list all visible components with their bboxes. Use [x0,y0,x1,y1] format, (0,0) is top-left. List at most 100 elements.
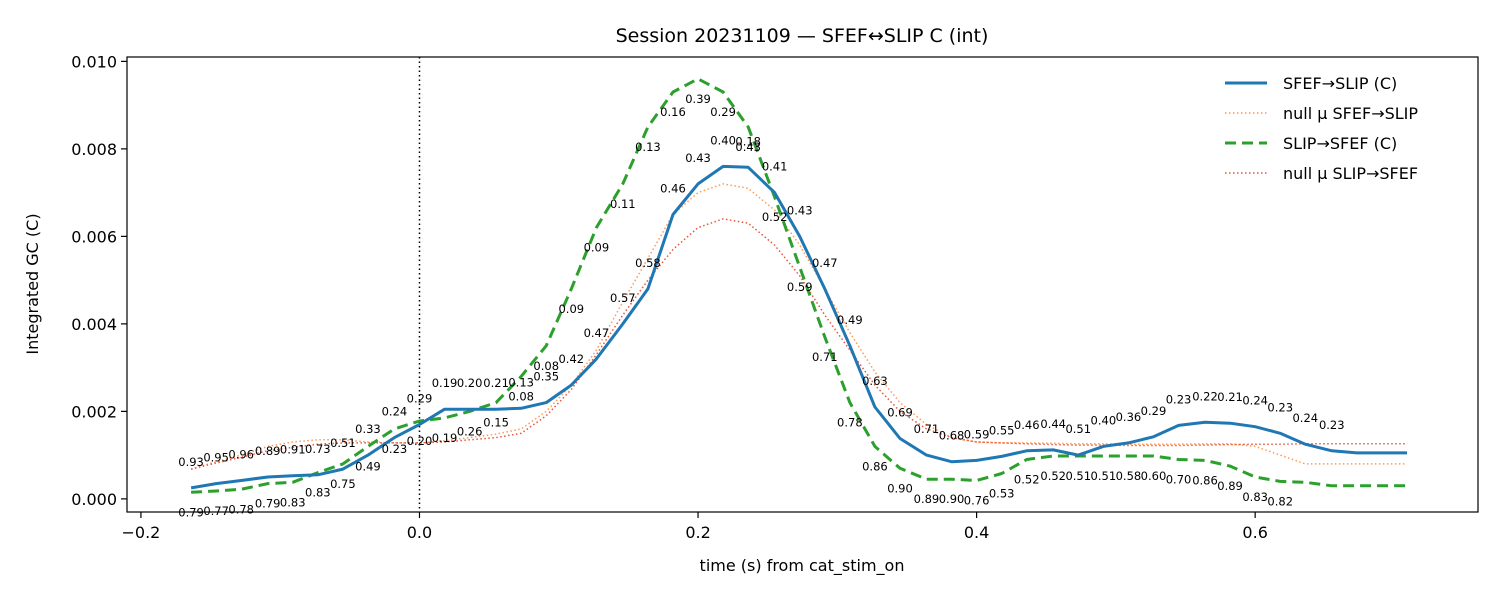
x-tick-label: 0.2 [685,523,710,542]
pvalue-label: 0.83 [280,495,306,509]
pvalue-label: 0.24 [1292,411,1318,425]
pvalue-label: 0.52 [1014,473,1040,487]
legend-label-4: null μ SLIP→SFEF [1283,164,1418,183]
pvalue-label: 0.68 [939,429,965,443]
pvalue-label: 0.09 [584,241,610,255]
y-tick-label: 0.002 [71,402,117,421]
x-tick-label: 0.6 [1242,523,1267,542]
pvalue-label: 0.40 [710,133,736,147]
pvalue-label: 0.70 [1166,473,1192,487]
pvalue-label: 0.20 [457,376,483,390]
pvalue-label: 0.35 [533,370,559,384]
pvalue-label: 0.13 [635,140,661,154]
pvalue-label: 0.51 [1065,422,1091,436]
pvalue-label: 0.79 [255,497,281,511]
pvalue-label: 0.57 [610,291,636,305]
pvalue-label: 0.89 [1217,479,1243,493]
legend-label-1: SFEF→SLIP (C) [1283,74,1397,93]
pvalue-label: 0.55 [989,423,1015,437]
x-tick-label: −0.2 [121,523,160,542]
plot-frame [126,56,1479,513]
pvalue-label: 0.51 [1091,469,1117,483]
pvalue-label: 0.23 [1166,392,1192,406]
pvalue-label: 0.39 [685,92,711,106]
pvalue-label: 0.60 [1141,469,1167,483]
pvalue-label: 0.58 [1116,469,1142,483]
chart-title: Session 20231109 — SFEF↔SLIP C (int) [616,25,989,47]
pvalue-label: 0.71 [914,422,940,436]
pvalue-label: 0.52 [762,210,788,224]
pvalue-label: 0.19 [432,431,458,445]
pvalue-label: 0.42 [558,352,584,366]
series-line-4 [190,218,1407,470]
pvalue-label: 0.59 [787,280,813,294]
pvalue-label: 0.24 [382,405,408,419]
pvalue-label: 0.90 [887,481,913,495]
pvalue-label: 0.89 [255,444,281,458]
legend: SFEF→SLIP (C) null μ SFEF→SLIP SLIP→SFEF (… [1225,74,1418,183]
pvalue-label: 0.52 [1040,469,1066,483]
pvalue-label: 0.58 [635,256,661,270]
pvalue-label: 0.49 [355,459,381,473]
pvalue-label: 0.16 [660,105,686,119]
pvalue-label: 0.09 [558,302,584,316]
pvalue-label: 0.51 [330,436,356,450]
pvalue-label: 0.46 [660,182,686,196]
pvalue-label: 0.29 [1141,404,1167,418]
pvalue-label: 0.13 [508,375,534,389]
pvalue-label: 0.36 [1116,410,1142,424]
pvalue-label: 0.40 [1091,413,1117,427]
pvalue-label: 0.21 [1217,390,1243,404]
pvalue-label: 0.89 [914,492,940,506]
x-tick-label: 0.0 [407,523,432,542]
pvalue-label: 0.23 [1267,400,1293,414]
pvalue-label: 0.77 [203,504,229,518]
pvalue-label: 0.29 [710,105,736,119]
x-tick-label: 0.4 [964,523,989,542]
y-tick-label: 0.010 [71,52,117,71]
pvalue-label: 0.90 [939,492,965,506]
pvalue-label: 0.59 [964,427,990,441]
pvalue-label: 0.47 [584,326,610,340]
pvalue-label: 0.93 [178,455,204,469]
pvalue-label: 0.86 [862,459,888,473]
pvalue-label: 0.26 [457,424,483,438]
pvalue-label: 0.33 [355,422,381,436]
pvalue-label: 0.76 [964,494,990,508]
pvalue-label: 0.41 [762,160,788,174]
y-tick-label: 0.004 [71,315,117,334]
plot-area: 0.93 0.95 0.96 0.89 0.91 0.73 0.510.330.240.29… [178,57,1407,519]
y-tick-label: 0.000 [71,490,117,509]
pvalue-label: 0.46 [1014,418,1040,432]
pvalue-label: 0.71 [812,350,838,364]
pvalue-label: 0.21 [483,376,509,390]
pvalue-label: 0.29 [407,392,433,406]
pvalue-label: 0.43 [735,140,761,154]
pvalue-label: 0.86 [1192,473,1218,487]
pvalue-label: 0.83 [1242,490,1268,504]
legend-label-3: SLIP→SFEF (C) [1283,134,1397,153]
axes: −0.2 0.0 0.2 0.4 0.6 0.000 0.002 0.004 0.006 0.00… [71,52,1268,542]
pvalue-label: 0.53 [989,487,1015,501]
pvalue-label: 0.23 [1319,418,1345,432]
y-tick-label: 0.006 [71,227,117,246]
y-axis-label: Integrated GC (C) [23,213,42,354]
pvalue-label: 0.75 [330,477,356,491]
pvalue-label: 0.49 [837,313,863,327]
pvalue-label: 0.83 [305,486,331,500]
legend-label-2: null μ SFEF→SLIP [1283,104,1418,123]
pvalue-label: 0.91 [280,443,306,457]
pvalue-label: 0.63 [862,374,888,388]
pvalue-label: 0.20 [407,434,433,448]
pvalue-label: 0.96 [228,448,254,462]
pvalue-label: 0.19 [432,376,458,390]
y-tick-label: 0.008 [71,140,117,159]
pvalue-label: 0.08 [533,359,559,373]
pvalue-label: 0.69 [887,406,913,420]
pvalue-label: 0.51 [1065,469,1091,483]
pvalue-label: 0.47 [812,256,838,270]
pvalue-label: 0.44 [1040,417,1066,431]
pvalue-label: 0.82 [1267,494,1293,508]
pvalue-label: 0.18 [735,134,761,148]
